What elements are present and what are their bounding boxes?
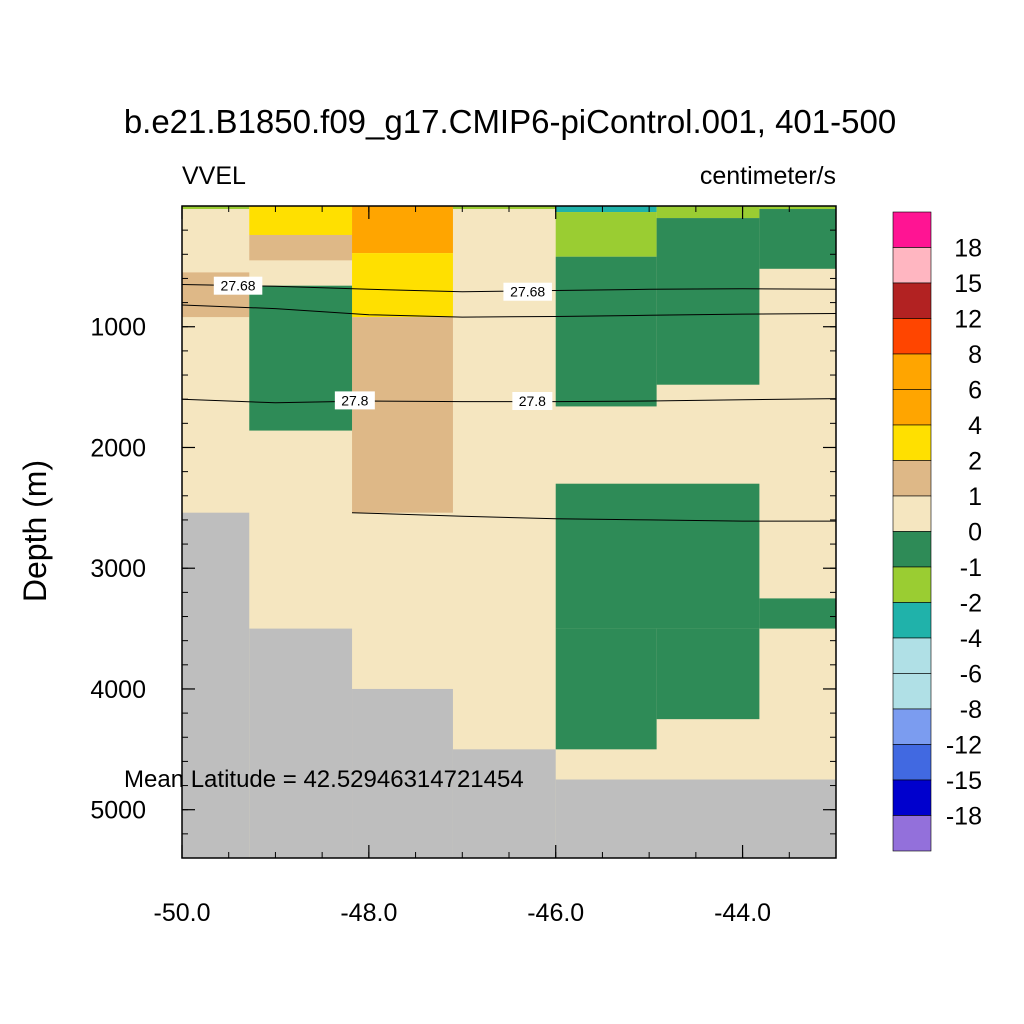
colorbar-swatch-7 — [892, 460, 932, 497]
colorbar-label-2: 12 — [954, 306, 982, 334]
contour-line-1 — [181, 304, 837, 318]
land-mask — [182, 512, 836, 858]
colorbar: 18 15 12 8 6 4 2 1 0 -1 -2 -4 -6 -8 -12 -15 -18 — [892, 211, 982, 852]
colorbar-swatch-11 — [892, 602, 932, 639]
contour-label-2-0: 27.8 — [341, 392, 368, 408]
data-cell-12 — [759, 206, 836, 210]
y-tick-label-0: 1000 — [90, 314, 146, 342]
contour-label-2-1: 27.8 — [519, 393, 546, 409]
contour-label-0-0: 27.68 — [221, 278, 256, 294]
data-cell-9 — [555, 256, 657, 407]
data-cell-7 — [555, 206, 657, 213]
land-cell-4 — [555, 779, 836, 858]
colorbar-label-16: -18 — [946, 803, 982, 831]
colorbar-label-12: -6 — [960, 661, 982, 689]
land-cell-3 — [452, 749, 556, 858]
y-tick-label-3: 4000 — [90, 676, 146, 704]
colorbar-label-7: 1 — [968, 483, 982, 511]
colorbar-label-6: 2 — [968, 448, 982, 476]
colorbar-swatch-12 — [892, 637, 932, 674]
colorbar-swatch-13 — [892, 673, 932, 710]
axes: -50.0 -48.0 -46.0 -44.0 1000 2000 3000 4000 5000 — [90, 205, 837, 927]
data-cell-6 — [452, 206, 556, 210]
mean-latitude-annotation: Mean Latitude = 42.52946314721454 — [124, 766, 524, 793]
contour-label-box-0-1 — [503, 282, 552, 301]
colorbar-label-1: 15 — [954, 270, 982, 298]
colorbar-label-11: -4 — [960, 625, 982, 653]
contour-label-0-1: 27.68 — [510, 284, 545, 300]
data-cell-18 — [555, 628, 657, 750]
colorbar-swatch-6 — [892, 424, 932, 461]
colorbar-swatch-9 — [892, 531, 932, 568]
colorbar-swatch-0 — [892, 211, 932, 248]
data-cell-13 — [759, 209, 836, 269]
colorbar-label-0: 18 — [954, 235, 982, 263]
data-cell-5 — [352, 317, 453, 513]
colorbar-label-3: 8 — [968, 341, 982, 369]
variable-label: VVEL — [182, 162, 246, 190]
colorbar-swatch-17 — [892, 815, 932, 852]
colorbar-swatch-8 — [892, 495, 932, 532]
colorbar-swatch-1 — [892, 247, 932, 284]
data-cell-19 — [656, 628, 760, 720]
colorbar-label-8: 0 — [968, 519, 982, 547]
colorbar-label-15: -15 — [946, 767, 982, 795]
x-tick-label-3: -44.0 — [714, 899, 771, 927]
y-axis-label: Depth (m) — [17, 460, 53, 602]
data-cell-8 — [555, 212, 657, 257]
data-cell-16 — [555, 483, 760, 629]
y-tick-label-1: 2000 — [90, 434, 146, 462]
contour-line-2 — [181, 398, 837, 404]
contour-line-3 — [351, 512, 836, 522]
colorbar-swatch-16 — [892, 779, 932, 816]
contour-label-box-2-1 — [512, 391, 553, 410]
colorbar-label-9: -1 — [960, 554, 982, 582]
density-contours: 27.68 27.68 27.8 27.8 — [181, 276, 837, 522]
colorbar-swatch-5 — [892, 389, 932, 426]
colorbar-label-4: 6 — [968, 377, 982, 405]
colorbar-label-13: -8 — [960, 696, 982, 724]
land-cell-0 — [182, 512, 250, 858]
contour-label-box-0-0 — [213, 276, 263, 295]
contour-label-box-2-0 — [334, 391, 375, 410]
colorbar-swatch-15 — [892, 744, 932, 781]
land-cell-1 — [249, 628, 353, 858]
colorbar-swatch-3 — [892, 318, 932, 355]
data-cell-0 — [182, 206, 250, 210]
data-cell-2 — [249, 234, 353, 261]
colorbar-swatch-10 — [892, 566, 932, 603]
colorbar-swatch-4 — [892, 353, 932, 390]
y-tick-label-4: 5000 — [90, 797, 146, 825]
data-cell-11 — [656, 218, 760, 385]
y-tick-label-2: 3000 — [90, 555, 146, 583]
land-cell-2 — [352, 688, 453, 858]
colorbar-swatch-2 — [892, 282, 932, 319]
colorbar-label-5: 4 — [968, 412, 982, 440]
x-tick-label-0: -50.0 — [154, 899, 211, 927]
data-cell-3 — [352, 206, 453, 254]
colorbar-label-10: -2 — [960, 590, 982, 618]
colorbar-label-14: -12 — [946, 732, 982, 760]
data-cell-1 — [249, 206, 353, 235]
data-cell-17 — [759, 598, 836, 629]
data-cell-4 — [352, 253, 453, 318]
units-label: centimeter/s — [700, 162, 836, 190]
chart-title: b.e21.B1850.f09_g17.CMIP6-piControl.001,… — [124, 103, 896, 140]
x-tick-label-1: -48.0 — [340, 899, 397, 927]
data-cell-10 — [656, 206, 760, 219]
x-tick-label-2: -46.0 — [527, 899, 584, 927]
colorbar-swatch-14 — [892, 708, 932, 745]
